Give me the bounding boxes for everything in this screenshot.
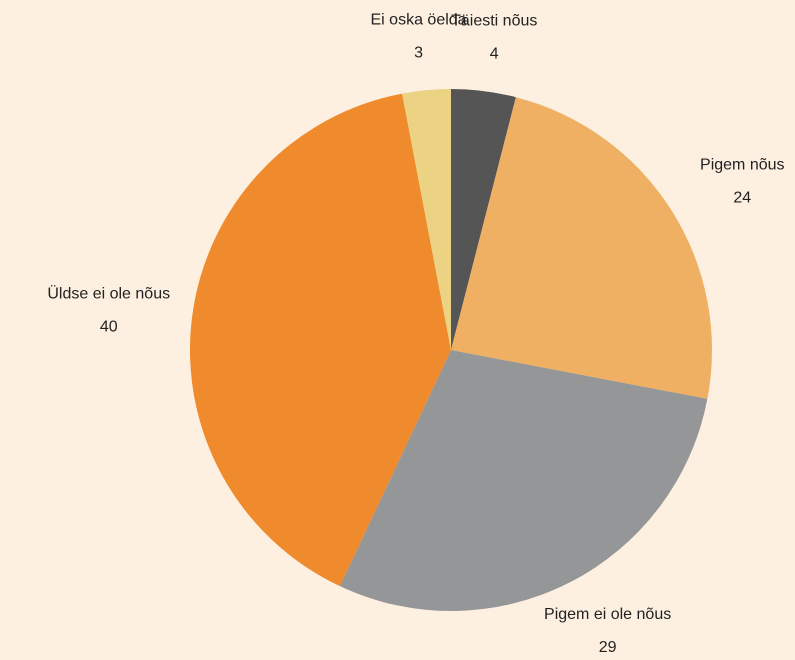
slice-label: Ei oska öelda — [371, 12, 467, 29]
pie-slice — [451, 89, 516, 350]
slice-value: 24 — [733, 189, 751, 206]
slice-value: 29 — [599, 639, 617, 656]
pie-slice — [190, 93, 451, 587]
slice-label: Pigem nõus — [700, 156, 785, 173]
slice-value: 40 — [100, 319, 118, 336]
pie-slice — [451, 97, 712, 399]
slice-value: 3 — [414, 45, 423, 62]
pie-slice — [339, 350, 708, 611]
slice-label: Täiesti nõus — [451, 13, 537, 30]
slice-value: 4 — [490, 46, 499, 63]
slice-label: Üldse ei ole nõus — [47, 285, 170, 303]
pie-slice — [402, 89, 451, 350]
slice-label: Pigem ei ole nõus — [544, 606, 671, 623]
